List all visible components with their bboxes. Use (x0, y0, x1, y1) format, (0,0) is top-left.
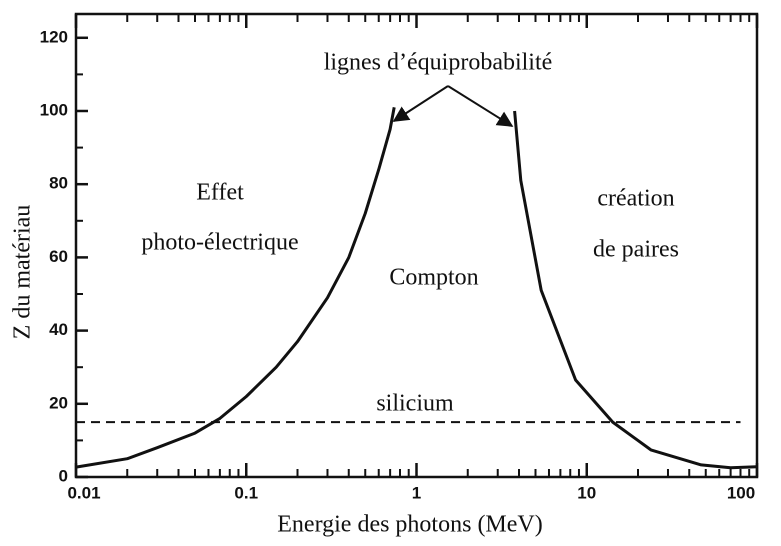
y-tick-label: 20 (49, 393, 68, 412)
x-tick-label: 10 (577, 483, 596, 502)
y-tick-label: 100 (40, 100, 68, 119)
annotation: Compton (389, 265, 478, 291)
annotation: lignes d’équiprobabilité (324, 50, 553, 76)
y-tick-label: 60 (49, 247, 68, 266)
annotation: silicium (376, 391, 454, 417)
y-tick-label: 40 (49, 320, 68, 339)
arrow (447, 85, 514, 127)
boundary-curve (75, 107, 396, 469)
arrow (392, 85, 449, 122)
x-tick-label: 1 (412, 483, 421, 502)
x-axis-label: Energie des photons (MeV) (277, 512, 543, 538)
x-tick-label: 100 (727, 483, 755, 502)
boundary-curve (513, 110, 758, 470)
annotation: de paires (593, 237, 679, 263)
y-tick-label: 120 (40, 27, 68, 46)
y-axis-label: Z du matériau (10, 205, 36, 340)
x-tick-label: 0.01 (67, 483, 100, 502)
y-tick-label: 0 (59, 466, 68, 485)
y-tick-label: 80 (49, 174, 68, 193)
annotation: Effet (196, 180, 244, 206)
annotation: création (597, 186, 674, 212)
x-tick-label: 0.1 (234, 483, 258, 502)
annotation: photo-électrique (141, 230, 298, 256)
